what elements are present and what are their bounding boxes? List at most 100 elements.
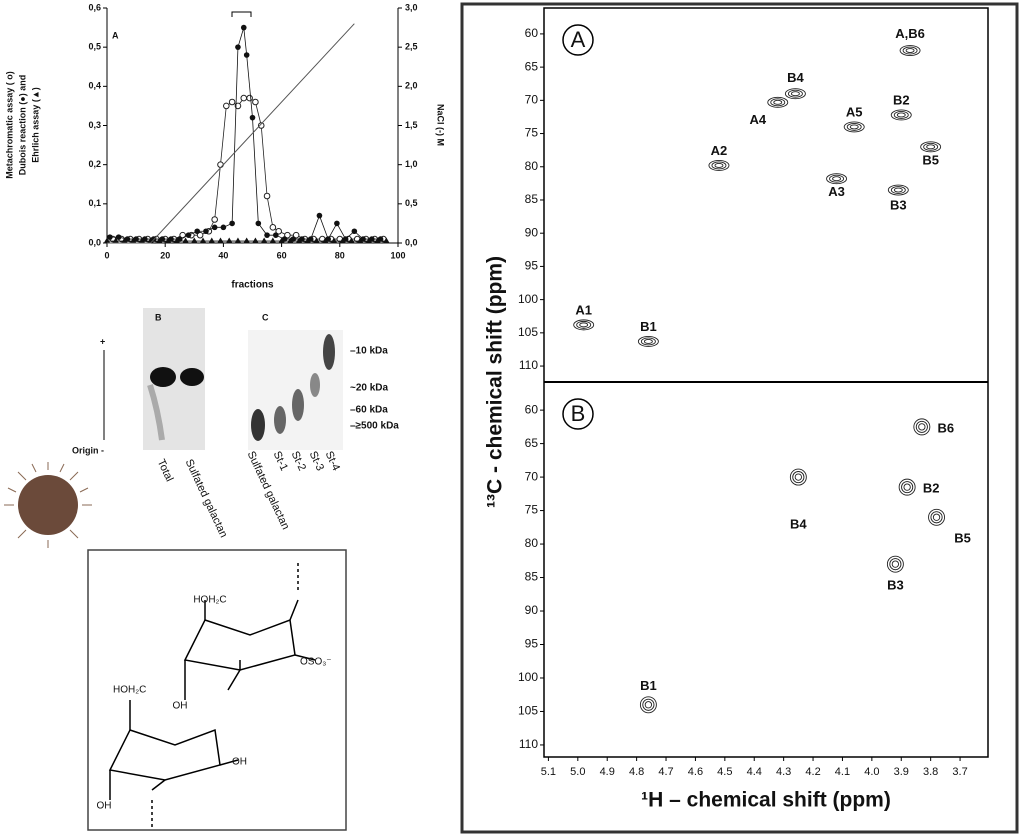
contour-ring — [789, 468, 807, 486]
structure-label: OSO₃⁻ — [300, 657, 332, 668]
point — [185, 232, 192, 238]
y-tick-label: 110 — [519, 737, 538, 751]
contour-ring — [890, 186, 906, 194]
point — [103, 237, 111, 244]
axes — [106, 8, 399, 244]
contour-ring — [829, 174, 845, 183]
peak-label: B5 — [922, 152, 939, 167]
y-tick-label: 80 — [525, 536, 539, 550]
panel-letter: C — [262, 312, 269, 322]
contour-ring — [843, 121, 865, 133]
y-tick-label: 60 — [525, 26, 539, 40]
contour-ring — [846, 122, 862, 131]
x-tick-label: 0 — [104, 250, 109, 260]
contour-peak — [637, 336, 659, 347]
gel-smear — [147, 384, 165, 441]
contour-ring — [932, 513, 941, 521]
contour-ring — [640, 337, 656, 346]
y-tick-label: 85 — [525, 570, 539, 584]
contour-ring — [767, 96, 789, 108]
contour-ring — [790, 91, 800, 97]
peak-label: B1 — [640, 678, 657, 693]
y-tick-label: 65 — [525, 59, 539, 73]
y-tick-label: 100 — [518, 670, 538, 684]
sea-urchin-photo — [4, 462, 92, 548]
peak-label: A5 — [846, 104, 863, 119]
contour-ring — [926, 144, 936, 150]
contour-peak — [639, 696, 657, 714]
x-tick-label: 4.1 — [835, 766, 850, 778]
lane-label: St-3 — [307, 449, 326, 472]
x-tick-label: 5.1 — [541, 766, 556, 778]
y-tick-label: 95 — [525, 637, 539, 651]
point — [173, 237, 181, 244]
marker-label: ~20 kDa — [350, 383, 389, 394]
x-tick-label: 4.2 — [805, 766, 820, 778]
point — [216, 237, 224, 244]
x-tick-label: 100 — [390, 250, 405, 260]
series-line — [107, 23, 355, 244]
contour-peak — [886, 555, 904, 573]
contour-peak — [784, 88, 806, 100]
panel-letter: A — [112, 30, 119, 40]
contour-ring — [642, 698, 655, 711]
marker-label: –10 kDa — [350, 346, 388, 357]
contour-ring — [913, 418, 931, 436]
point — [120, 237, 128, 244]
contour-ring — [573, 319, 595, 331]
point — [240, 24, 247, 31]
y2-axis-label: NaCl (-) M — [436, 104, 446, 146]
point — [208, 237, 216, 244]
y-tick-label: 105 — [518, 325, 538, 339]
point — [129, 237, 137, 244]
y-axis-label: Ehrlich assay (▲) — [30, 87, 40, 162]
x-tick-label: 4.9 — [600, 766, 615, 778]
contour-ring — [886, 555, 904, 573]
point — [234, 102, 242, 110]
point — [240, 94, 248, 102]
point — [246, 94, 253, 102]
contour-ring — [714, 162, 724, 168]
y-tick-label: 0,3 — [88, 120, 101, 130]
contour-ring — [887, 184, 909, 196]
panel-letter: A — [571, 27, 586, 52]
contour-ring — [918, 423, 926, 431]
gel-band — [310, 373, 320, 397]
point — [155, 237, 163, 244]
point — [199, 237, 207, 244]
y-tick-label: 70 — [525, 469, 539, 483]
y2-tick-label: 1,0 — [405, 159, 418, 169]
point — [243, 52, 250, 58]
lane-label: St-1 — [271, 449, 290, 472]
y-tick-label: 0,1 — [88, 198, 101, 208]
point — [260, 237, 268, 244]
y-tick-label: 0,0 — [88, 237, 101, 247]
y2-tick-label: 2,0 — [405, 81, 418, 91]
point — [374, 237, 382, 244]
y2-tick-label: 3,0 — [405, 2, 418, 12]
point — [272, 232, 279, 238]
point — [347, 237, 355, 244]
point — [252, 98, 259, 106]
y-axis-label: ¹³C - chemical shift (ppm) — [484, 256, 507, 508]
x-axis-label: ¹H – chemical shift (ppm) — [641, 789, 891, 812]
y-axis-label: Metachromatic assay ( o) — [4, 71, 14, 179]
gel-band — [323, 334, 335, 370]
point — [190, 237, 198, 244]
y-tick-label: 65 — [525, 436, 539, 450]
lane-label: Total — [155, 457, 176, 483]
contour-ring — [901, 481, 914, 494]
y-tick-label: 90 — [525, 603, 539, 617]
y-tick-label: 105 — [518, 704, 538, 718]
y2-tick-label: 0,5 — [405, 198, 418, 208]
peak-label: B6 — [938, 420, 955, 435]
x-tick-label: 3.9 — [894, 766, 909, 778]
structure-label: HOH₂C — [193, 595, 226, 606]
contour-peak — [843, 121, 865, 133]
contour-ring — [903, 483, 911, 491]
peak-label: A2 — [711, 143, 728, 158]
point — [286, 237, 294, 244]
x-tick-label: 4.0 — [864, 766, 879, 778]
marker-label: –60 kDa — [350, 405, 388, 416]
